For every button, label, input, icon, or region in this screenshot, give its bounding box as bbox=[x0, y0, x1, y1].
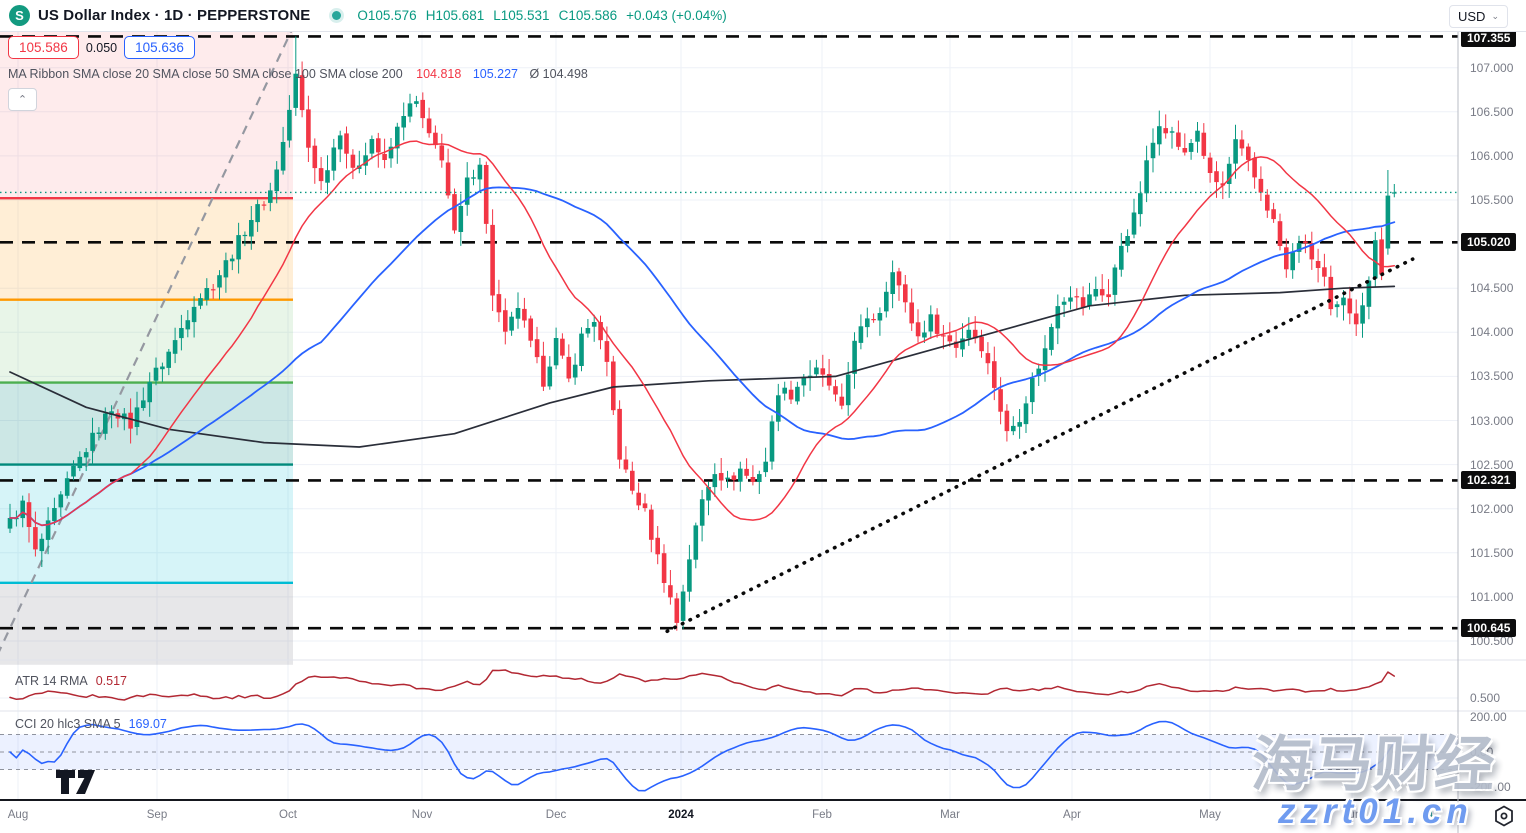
time-axis-label: Aug bbox=[7, 809, 29, 821]
atr-value: 0.517 bbox=[95, 674, 127, 688]
price-tick-label: 102.000 bbox=[1470, 501, 1514, 516]
time-axis-label: Mar bbox=[940, 809, 960, 821]
price-level-badge[interactable]: 100.645 bbox=[1461, 619, 1517, 638]
price-tick-label: 107.000 bbox=[1470, 60, 1514, 75]
price-tick-label: 103.000 bbox=[1470, 413, 1514, 428]
price-level-badge[interactable]: 107.355 bbox=[1461, 29, 1517, 47]
sell-price-button[interactable]: 105.586 bbox=[8, 36, 79, 59]
time-axis-label: Nov bbox=[411, 809, 433, 821]
time-axis-label: 24 bbox=[1420, 809, 1434, 821]
change-readout: +0.043 (+0.04%) bbox=[626, 8, 727, 23]
ohlc-readout: O105.576 H105.681 L105.531 C105.586 +0.0… bbox=[357, 8, 727, 23]
price-tick-label: 106.000 bbox=[1470, 148, 1514, 163]
buy-price-button[interactable]: 105.636 bbox=[124, 36, 195, 59]
symbol-title[interactable]: US Dollar Index · 1D · PEPPERSTONE bbox=[38, 7, 311, 24]
time-axis-label: May bbox=[1199, 809, 1221, 821]
time-axis-label: Sep bbox=[146, 809, 168, 821]
price-level-badge[interactable]: 102.321 bbox=[1461, 471, 1517, 490]
time-axis-label: 2024 bbox=[668, 809, 694, 821]
cci-scale-label: 200.00 bbox=[1470, 710, 1507, 724]
cci-value: 169.07 bbox=[128, 717, 167, 731]
tradingview-logo[interactable] bbox=[55, 769, 97, 795]
atr-legend[interactable]: ATR 14 RMA 0.517 bbox=[15, 674, 127, 688]
price-tick-label: 106.500 bbox=[1470, 104, 1514, 119]
cci-legend[interactable]: CCI 20 hlc3 SMA 5 169.07 bbox=[15, 717, 167, 731]
market-status-icon[interactable] bbox=[332, 11, 342, 20]
watermark-cjk: 海马财经 bbox=[1249, 731, 1498, 798]
price-tick-label: 104.000 bbox=[1470, 325, 1514, 340]
watermark-url: zzrt01.cn bbox=[1278, 792, 1473, 831]
cci-scale-label: 0.00 bbox=[1470, 745, 1494, 759]
price-tick-label: 100.500 bbox=[1470, 634, 1514, 648]
currency-dropdown[interactable]: USD ⌄ bbox=[1449, 5, 1508, 28]
ma-ribbon-value-avg: Ø 104.498 bbox=[529, 67, 588, 81]
price-tick-label: 101.500 bbox=[1470, 545, 1514, 560]
price-tick-label: 103.500 bbox=[1470, 369, 1514, 384]
collapse-legend-button[interactable]: ⌃ bbox=[8, 88, 37, 111]
chevron-down-icon: ⌄ bbox=[1491, 11, 1499, 21]
settings-gear-icon[interactable] bbox=[1492, 804, 1516, 828]
time-axis-label: Apr bbox=[1063, 809, 1081, 821]
cci-scale-label: -200.00 bbox=[1470, 780, 1511, 794]
ma-ribbon-value-blue: 105.227 bbox=[472, 67, 518, 81]
ma-ribbon-value-red: 104.818 bbox=[416, 67, 462, 81]
atr-scale-label: 0.500 bbox=[1470, 691, 1501, 705]
time-axis-label: Dec bbox=[545, 809, 567, 821]
time-axis-label: Oct bbox=[279, 809, 297, 821]
time-axis-label: Jun bbox=[1342, 809, 1362, 821]
price-tick-label: 101.000 bbox=[1470, 589, 1514, 604]
ma-ribbon-legend[interactable]: MA Ribbon SMA close 20 SMA close 50 SMA … bbox=[8, 67, 588, 81]
price-tick-label: 105.500 bbox=[1470, 193, 1514, 207]
price-tick-label: 102.500 bbox=[1470, 457, 1514, 472]
top-toolbar: S US Dollar Index · 1D · PEPPERSTONE O10… bbox=[0, 0, 1526, 32]
price-level-badge[interactable]: 105.020 bbox=[1461, 233, 1517, 252]
time-axis-label: Feb bbox=[812, 809, 832, 821]
price-tick-label: 104.500 bbox=[1470, 281, 1514, 296]
chart-legend: 105.586 0.050 105.636 MA Ribbon SMA clos… bbox=[8, 36, 588, 111]
spread-value: 0.050 bbox=[85, 40, 118, 55]
symbol-logo-icon[interactable]: S bbox=[9, 5, 30, 26]
